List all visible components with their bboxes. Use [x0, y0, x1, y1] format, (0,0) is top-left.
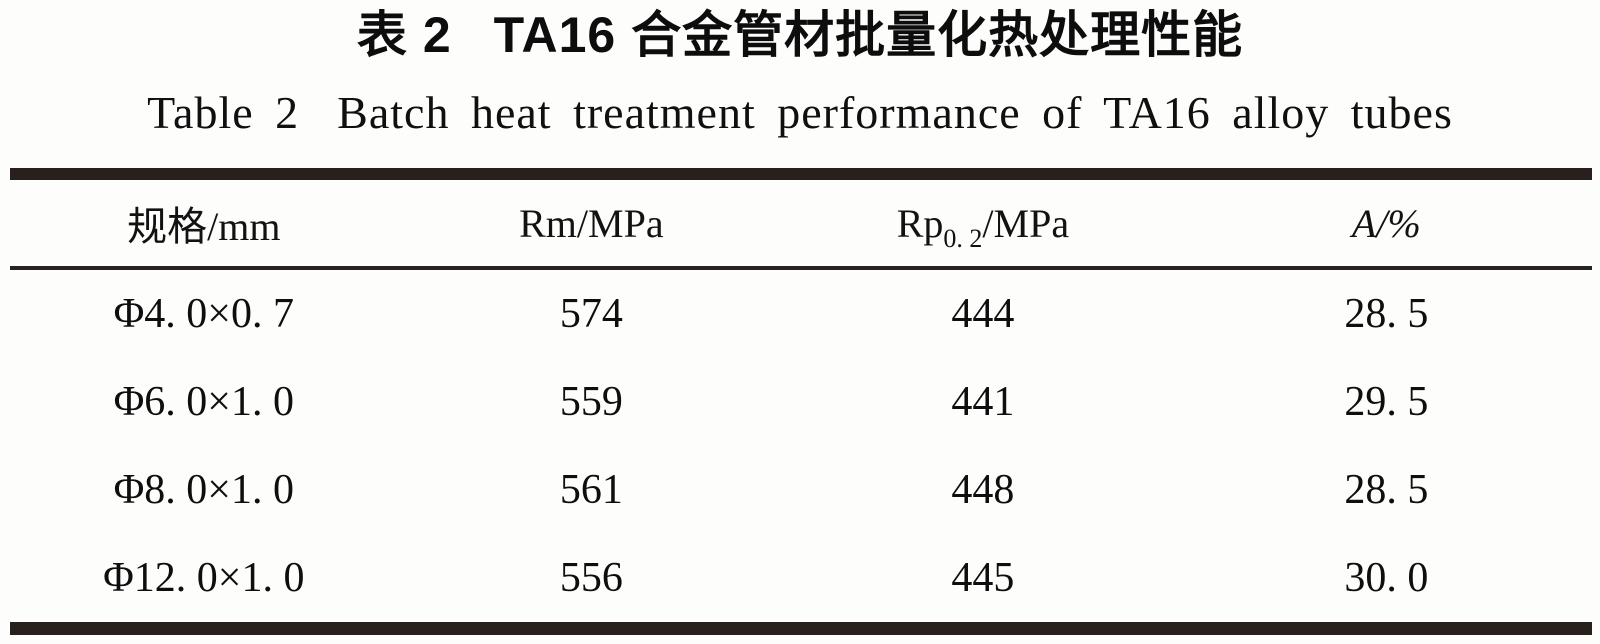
- cell-rp02: 444: [951, 291, 1015, 337]
- cell-rm: 574: [559, 291, 623, 337]
- cell-spec: Φ8. 0×1. 0: [113, 467, 294, 513]
- cell-rm: 561: [559, 467, 623, 513]
- column-header-rm: Rm/MPa: [397, 174, 786, 270]
- rp-subscript: 0. 2: [943, 223, 983, 253]
- table-number-en: Table 2: [147, 87, 300, 138]
- cell-rp02: 448: [951, 467, 1015, 513]
- table-caption-zh: TA16 合金管材批量化热处理性能: [493, 7, 1244, 63]
- table-number-zh: 表 2: [356, 7, 452, 63]
- cell-elongation: 29. 5: [1344, 379, 1429, 425]
- table-row: Φ8. 0×1. 0 561 448 28. 5: [10, 446, 1592, 534]
- cell-elongation: 28. 5: [1344, 291, 1429, 337]
- cell-rm: 559: [559, 379, 623, 425]
- table-row: Φ6. 0×1. 0 559 441 29. 5: [10, 358, 1592, 446]
- heat-treatment-table: 规格/mm Rm/MPa Rp0. 2/MPa A/% Φ4. 0×0. 7 5…: [10, 168, 1592, 635]
- table-row: Φ4. 0×0. 7 574 444 28. 5: [10, 268, 1592, 358]
- rp-unit: /MPa: [982, 200, 1070, 246]
- table-title-english: Table 2 Batch heat treatment performance …: [0, 84, 1600, 142]
- rp-symbol: Rp: [896, 200, 944, 246]
- cell-spec: Φ4. 0×0. 7: [113, 291, 294, 337]
- column-header-spec: 规格/mm: [10, 174, 398, 270]
- table-body: Φ4. 0×0. 7 574 444 28. 5 Φ6. 0×1. 0 559 …: [10, 268, 1592, 629]
- cell-spec: Φ12. 0×1. 0: [103, 555, 305, 601]
- cell-rp02: 441: [951, 379, 1015, 425]
- table-caption-en: Batch heat treatment performance of TA16…: [337, 87, 1453, 138]
- table-title-chinese: 表 2 TA16 合金管材批量化热处理性能: [0, 0, 1600, 66]
- data-table-container: 规格/mm Rm/MPa Rp0. 2/MPa A/% Φ4. 0×0. 7 5…: [10, 168, 1592, 635]
- cell-rm: 556: [559, 555, 623, 601]
- column-header-elongation: A/%: [1180, 174, 1592, 270]
- table-header-row: 规格/mm Rm/MPa Rp0. 2/MPa A/%: [10, 174, 1592, 270]
- cell-rp02: 445: [951, 555, 1015, 601]
- table-row: Φ12. 0×1. 0 556 445 30. 0: [10, 534, 1592, 629]
- column-header-rp02: Rp0. 2/MPa: [785, 174, 1181, 270]
- cell-elongation: 30. 0: [1344, 555, 1429, 601]
- cell-elongation: 28. 5: [1344, 467, 1429, 513]
- cell-spec: Φ6. 0×1. 0: [113, 379, 294, 425]
